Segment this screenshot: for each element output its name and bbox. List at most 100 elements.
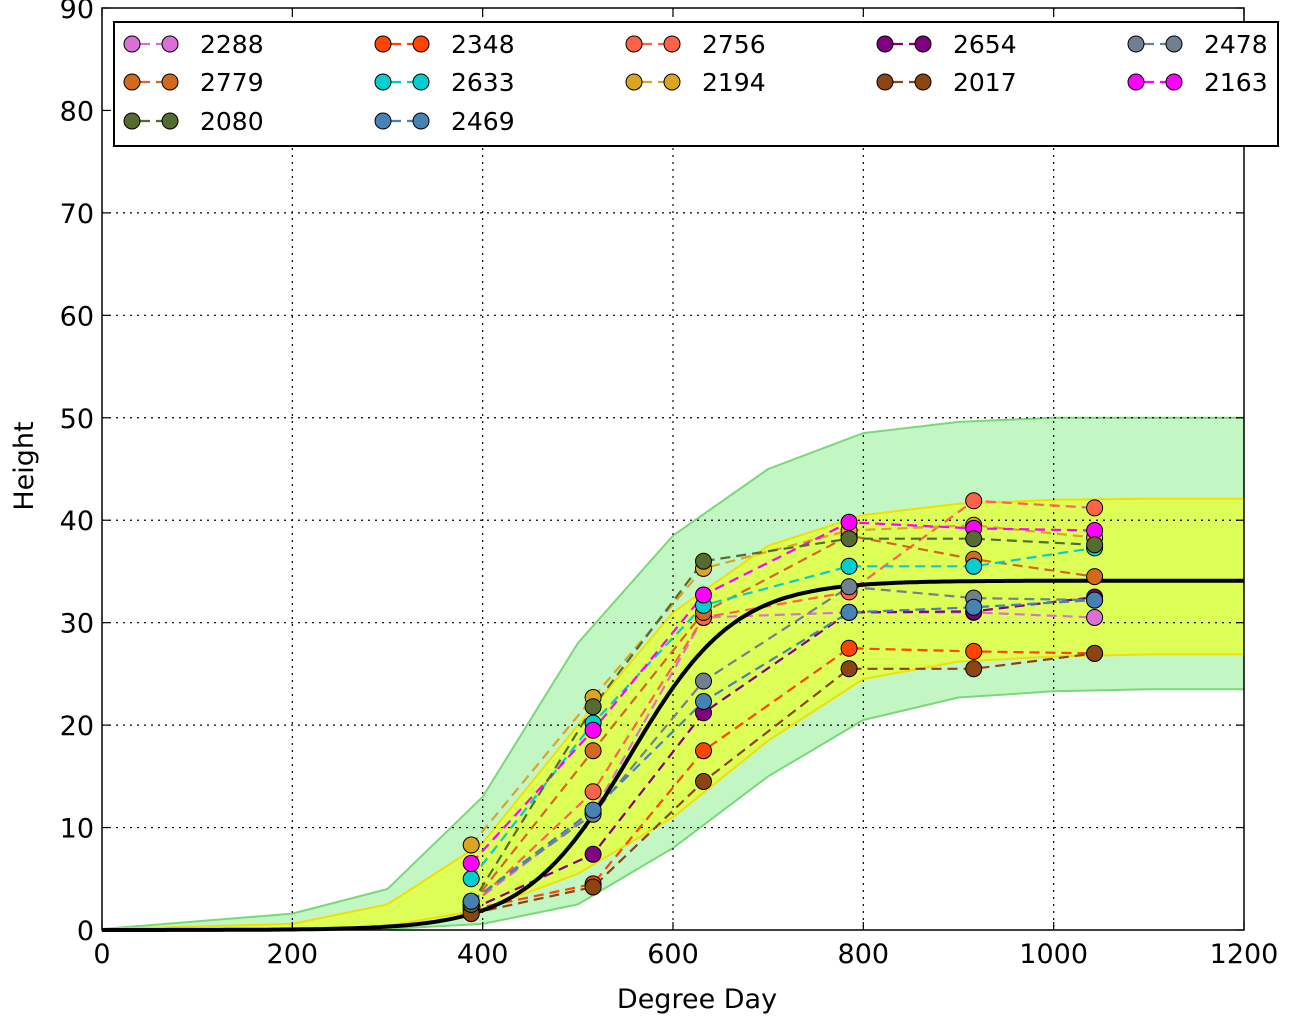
series-line-2288	[470, 611, 1095, 906]
data-point-2348	[965, 642, 983, 660]
legend-marker	[412, 112, 430, 130]
data-point-2478	[695, 672, 712, 690]
data-point-2756	[584, 783, 602, 801]
legend-label: 2017	[953, 68, 1017, 97]
legend-marker	[1127, 73, 1145, 91]
data-point-2080	[840, 530, 858, 548]
legend-label: 2194	[702, 68, 766, 97]
data-point-2654	[584, 845, 602, 863]
data-point-2080	[584, 698, 602, 716]
legend-label: 2288	[200, 30, 264, 59]
data-point-2194	[462, 836, 480, 854]
series-points	[462, 492, 1104, 923]
legend-label: 2163	[1204, 68, 1268, 97]
series-line-2163	[470, 521, 1095, 865]
legend-marker	[663, 73, 681, 91]
legend-item-2779: 2779	[123, 68, 264, 97]
legend-marker	[625, 35, 643, 53]
legend-item-2080: 2080	[123, 107, 264, 136]
data-point-2469	[840, 603, 858, 621]
legend-item-2163: 2163	[1127, 68, 1268, 97]
data-point-2779	[1086, 568, 1104, 586]
legend-box	[113, 21, 1279, 147]
x-tick-label: 200	[267, 939, 319, 970]
x-tick-label: 1000	[1019, 939, 1088, 970]
legend-label: 2469	[451, 107, 515, 136]
series-line-2756	[470, 499, 1095, 908]
series-line-2633	[470, 546, 1095, 880]
x-tick-label: 600	[647, 939, 699, 970]
data-point-2469	[584, 801, 602, 819]
series-lines	[470, 499, 1095, 915]
legend-marker	[374, 35, 392, 53]
series-line-2348	[470, 647, 1095, 911]
legend-marker	[161, 112, 179, 130]
data-point-2348	[840, 639, 858, 657]
axis-ticks: 0 200 400 600 800 1000 1200 0 10 20 30 40 50 60 70 80 90	[60, 0, 1279, 970]
legend-item-2633: 2633	[374, 68, 515, 97]
legend-marker	[161, 35, 179, 53]
y-tick-label: 60	[60, 301, 94, 332]
legend-marker	[1165, 73, 1183, 91]
series-line-2017	[470, 652, 1095, 915]
data-point-2469	[1086, 591, 1104, 609]
y-tick-label: 0	[77, 916, 94, 947]
y-tick-label: 10	[60, 814, 94, 845]
x-tick-label: 1200	[1210, 939, 1279, 970]
x-axis-label: Degree Day	[617, 984, 777, 1015]
data-point-2633	[462, 870, 480, 888]
y-tick-label: 80	[60, 96, 94, 127]
data-point-2017	[1086, 644, 1104, 662]
data-point-2080	[1086, 536, 1104, 554]
legend-label: 2779	[200, 68, 264, 97]
y-tick-label: 50	[60, 404, 94, 435]
legend-marker	[876, 73, 894, 91]
x-tick-label: 0	[93, 939, 110, 970]
legend-marker	[914, 73, 932, 91]
y-tick-label: 70	[60, 199, 94, 230]
data-point-2163	[462, 854, 480, 872]
legend-item-2478: 2478	[1127, 30, 1268, 59]
data-point-2080	[965, 530, 983, 548]
legend-marker	[412, 73, 430, 91]
x-tick-label: 400	[457, 939, 509, 970]
data-point-2163	[840, 513, 858, 531]
data-point-2756	[1086, 499, 1104, 517]
data-point-2017	[965, 660, 983, 678]
y-axis-label: Height	[9, 421, 40, 510]
data-point-2756	[965, 492, 983, 510]
data-point-2163	[584, 721, 602, 739]
data-point-2469	[965, 598, 983, 616]
legend-marker	[625, 73, 643, 91]
legend-label: 2756	[702, 30, 766, 59]
legend-marker	[123, 73, 141, 91]
data-point-2017	[695, 773, 712, 790]
data-point-2633	[965, 557, 983, 575]
series-line-2080	[470, 537, 1095, 905]
legend-marker	[123, 35, 141, 53]
legend-item-2348: 2348	[374, 30, 515, 59]
x-tick-label: 800	[838, 939, 890, 970]
y-tick-label: 40	[60, 506, 94, 537]
y-tick-label: 20	[60, 711, 94, 742]
legend-item-2756: 2756	[625, 30, 766, 59]
data-point-2633	[840, 557, 858, 575]
legend-label: 2478	[1204, 30, 1268, 59]
series-line-2478	[470, 585, 1095, 903]
data-point-2348	[695, 742, 712, 760]
legend-label: 2348	[451, 30, 515, 59]
legend-marker	[914, 35, 932, 53]
legend-marker	[374, 112, 392, 130]
data-point-2478	[840, 578, 858, 596]
legend-marker	[412, 35, 430, 53]
legend-label: 2654	[953, 30, 1017, 59]
legend-label: 2633	[451, 68, 515, 97]
legend-marker	[876, 35, 894, 53]
series-line-2779	[470, 534, 1095, 906]
data-point-2469	[462, 892, 480, 910]
legend-item-2194: 2194	[625, 68, 766, 97]
legend-item-2654: 2654	[876, 30, 1017, 59]
legend-item-2469: 2469	[374, 107, 515, 136]
legend-marker	[123, 112, 141, 130]
